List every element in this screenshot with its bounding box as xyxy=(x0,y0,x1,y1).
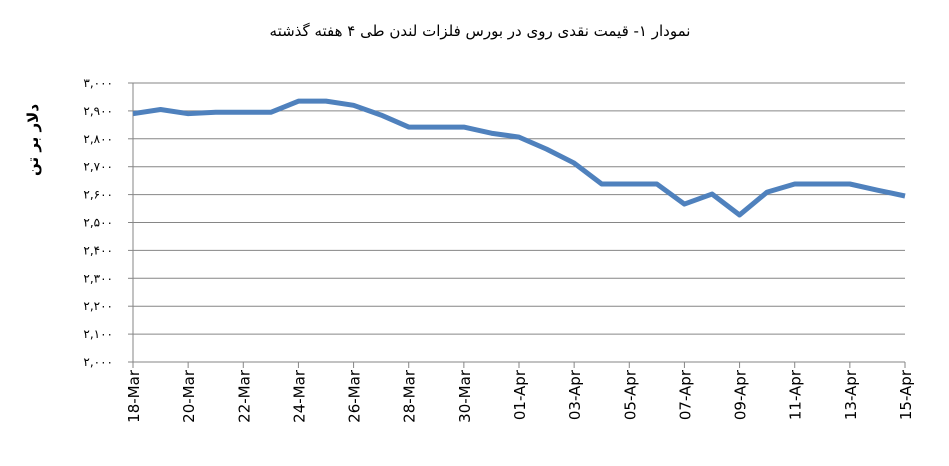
x-tick-label: 09-Apr xyxy=(732,369,750,420)
x-tick-label: 30-Mar xyxy=(456,369,474,423)
x-tick-label: 13-Apr xyxy=(842,369,860,420)
x-tick-label: 24-Mar xyxy=(290,369,308,423)
x-tick-label: 03-Apr xyxy=(566,369,584,420)
y-tick-label: ۲,۹۰۰ xyxy=(83,104,113,118)
x-tick-label: 07-Apr xyxy=(676,369,694,420)
y-tick-label: ۳,۰۰۰ xyxy=(83,76,113,90)
chart-title: نمودار ۱- قیمت نقدی روی در بورس فلزات لن… xyxy=(270,22,691,40)
y-tick-label: ۲,۰۰۰ xyxy=(83,355,113,369)
x-tick-label: 11-Apr xyxy=(787,369,805,420)
x-tick-label: 22-Mar xyxy=(235,369,253,423)
x-tick-label: 18-Mar xyxy=(125,369,143,423)
x-tick-label: 28-Mar xyxy=(401,369,419,423)
y-tick-label: ۲,۲۰۰ xyxy=(83,299,113,313)
y-axis-label: دلار بر تن xyxy=(24,104,42,176)
x-tick-label: 01-Apr xyxy=(511,369,529,420)
y-tick-label: ۲,۴۰۰ xyxy=(83,243,113,257)
y-tick-label: ۲,۶۰۰ xyxy=(83,188,113,202)
y-tick-label: ۲,۵۰۰ xyxy=(83,216,113,230)
y-tick-label: ۲,۷۰۰ xyxy=(83,160,113,174)
x-tick-label: 05-Apr xyxy=(621,369,639,420)
x-tick-label: 15-Apr xyxy=(897,369,915,420)
x-tick-label: 20-Mar xyxy=(180,369,198,423)
x-tick-label: 26-Mar xyxy=(346,369,364,423)
data-line xyxy=(132,98,906,218)
y-tick-label: ۲,۳۰۰ xyxy=(83,271,113,285)
y-tick-label: ۲,۸۰۰ xyxy=(83,132,113,146)
y-tick-label: ۲,۱۰۰ xyxy=(83,327,113,341)
